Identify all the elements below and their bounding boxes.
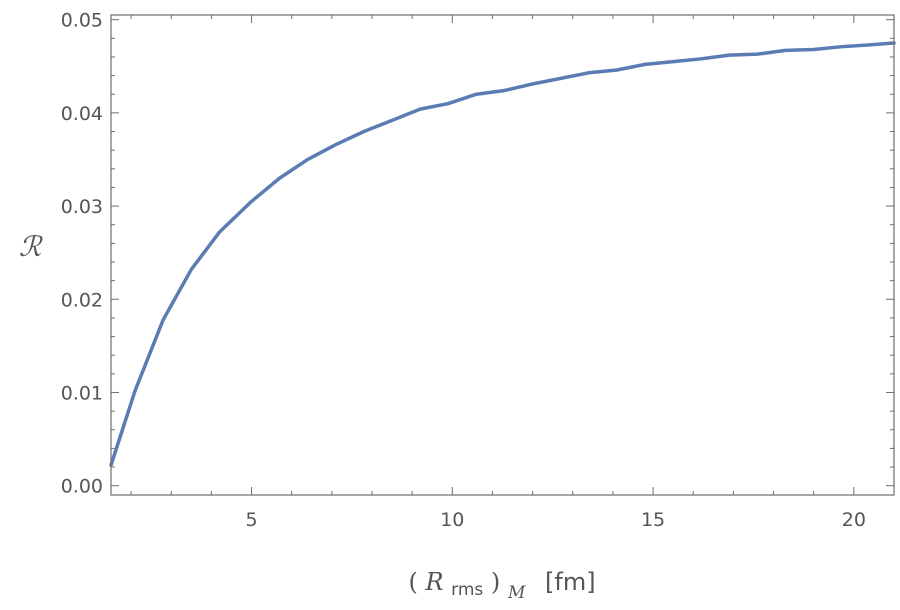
x-axis-title-var: R xyxy=(424,568,443,596)
plot-frame xyxy=(110,14,895,496)
x-tick-label: 10 xyxy=(440,509,464,531)
x-axis-title-unit: [fm] xyxy=(545,568,596,596)
x-axis-title-close: ) xyxy=(491,568,500,596)
y-tick-label: 0.00 xyxy=(61,476,103,498)
y-tick-label: 0.04 xyxy=(61,103,103,125)
series-layer xyxy=(109,41,896,467)
x-axis-title: ( R rms ) M [fm] xyxy=(408,568,595,604)
x-axis-title-open: ( xyxy=(408,568,417,596)
y-tick-label: 0.01 xyxy=(61,382,103,404)
y-axis-title: ℛ xyxy=(19,230,43,263)
y-tick-label: 0.03 xyxy=(61,196,103,218)
y-tick-label: 0.02 xyxy=(61,289,103,311)
x-tick-label: 20 xyxy=(842,509,866,531)
series-line xyxy=(109,41,896,467)
tick-labels-layer: 5 10 15 20 0.00 0.01 0.02 0.03 0.04 0.05 xyxy=(61,10,866,531)
x-axis-title-sub2: M xyxy=(507,583,526,603)
y-tick-label: 0.05 xyxy=(61,10,103,32)
x-tick-label: 15 xyxy=(641,509,665,531)
x-axis-title-sub: rms xyxy=(451,580,483,600)
ticks-layer xyxy=(111,15,895,495)
x-tick-label: 5 xyxy=(245,509,257,531)
